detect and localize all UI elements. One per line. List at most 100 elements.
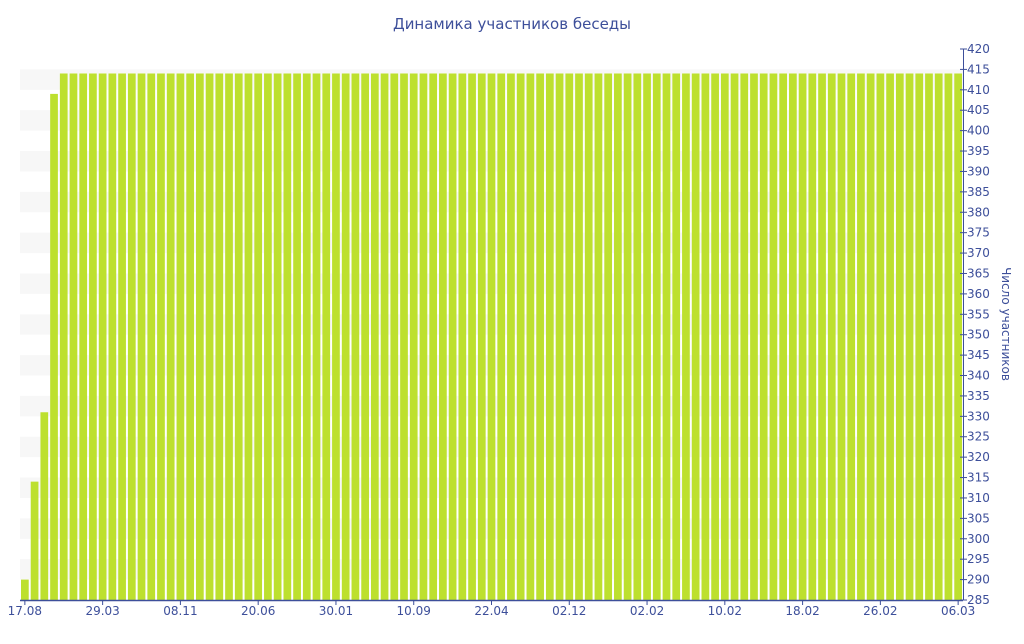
bar	[526, 73, 535, 600]
bar	[789, 73, 797, 600]
y-tick-label: 365	[967, 266, 990, 280]
bar	[448, 73, 457, 600]
y-tick-label: 290	[967, 573, 990, 587]
bar	[361, 73, 369, 600]
y-tick-label: 330	[967, 409, 990, 423]
bar	[876, 73, 885, 600]
bar	[69, 73, 78, 600]
bar	[798, 73, 807, 600]
bar	[672, 73, 681, 600]
bar	[779, 73, 788, 600]
x-tick-label: 10.09	[397, 604, 431, 618]
bar	[662, 73, 671, 600]
y-tick-label: 415	[967, 62, 990, 76]
bar	[390, 73, 399, 600]
bar	[633, 73, 642, 600]
bar	[857, 73, 865, 600]
bar	[234, 73, 243, 600]
y-tick-label: 295	[967, 552, 990, 566]
bar	[487, 73, 496, 600]
bar	[720, 73, 729, 600]
bar	[127, 73, 136, 600]
bar	[341, 73, 350, 600]
bar	[691, 73, 700, 600]
bar	[195, 73, 204, 600]
y-tick-label: 380	[967, 205, 990, 219]
bar	[302, 73, 311, 600]
bar	[944, 73, 953, 600]
bar	[40, 412, 49, 600]
bar	[925, 73, 933, 600]
y-tick-label: 340	[967, 369, 990, 383]
bar	[701, 73, 710, 600]
bar	[594, 73, 603, 600]
x-tick-label: 02.12	[552, 604, 586, 618]
bar	[458, 73, 467, 600]
y-tick-label: 395	[967, 144, 990, 158]
bar	[866, 73, 875, 600]
y-tick-label: 300	[967, 532, 990, 546]
bar	[283, 73, 292, 600]
bar	[652, 73, 661, 600]
bar	[409, 73, 418, 600]
y-tick-label: 345	[967, 348, 990, 362]
bar	[176, 73, 185, 600]
y-tick-label: 370	[967, 246, 990, 260]
bar	[157, 73, 165, 600]
bar	[614, 73, 622, 600]
bar	[604, 73, 613, 600]
bar	[895, 73, 904, 600]
bar	[769, 73, 778, 600]
bar	[59, 73, 68, 600]
bar	[293, 73, 301, 600]
bar	[21, 579, 29, 600]
y-tick-label: 310	[967, 491, 990, 505]
bars	[21, 73, 962, 600]
bar	[584, 73, 593, 600]
y-axis: 285 290 295 300 305 310 315 320 325 330 335 340 345 3…	[960, 42, 990, 607]
bar	[730, 73, 739, 600]
bar	[79, 73, 88, 600]
bar	[312, 73, 321, 600]
bar	[322, 73, 331, 600]
bar	[50, 93, 58, 600]
x-tick-label: 18.02	[785, 604, 819, 618]
bar	[516, 73, 525, 600]
bar	[954, 73, 962, 600]
bar	[186, 73, 194, 600]
bar	[905, 73, 914, 600]
bar	[623, 73, 632, 600]
bar	[808, 73, 817, 600]
y-tick-label: 355	[967, 307, 990, 321]
y-tick-label: 405	[967, 103, 990, 117]
chart-title: Динамика участников беседы	[393, 15, 631, 33]
bar	[682, 73, 690, 600]
bar	[818, 73, 826, 600]
bar	[711, 73, 719, 600]
bar	[827, 73, 836, 600]
bar	[847, 73, 856, 600]
bar	[380, 73, 389, 600]
bar	[643, 73, 651, 600]
bar	[536, 73, 544, 600]
bar	[98, 73, 107, 600]
bar	[915, 73, 924, 600]
bar	[837, 73, 846, 600]
y-tick-label: 350	[967, 328, 990, 342]
bar	[30, 481, 39, 600]
bar	[273, 73, 282, 600]
y-tick-label: 360	[967, 287, 990, 301]
bar	[934, 73, 943, 600]
bar	[332, 73, 340, 600]
bar	[205, 73, 214, 600]
x-tick-label: 08.11	[163, 604, 197, 618]
y-tick-label: 325	[967, 430, 990, 444]
bar	[351, 73, 360, 600]
bar	[137, 73, 146, 600]
bar	[147, 73, 156, 600]
bar	[254, 73, 263, 600]
x-tick-label: 02.02	[630, 604, 664, 618]
y-tick-label: 385	[967, 185, 990, 199]
bar	[477, 73, 486, 600]
x-tick-label: 20.06	[241, 604, 275, 618]
